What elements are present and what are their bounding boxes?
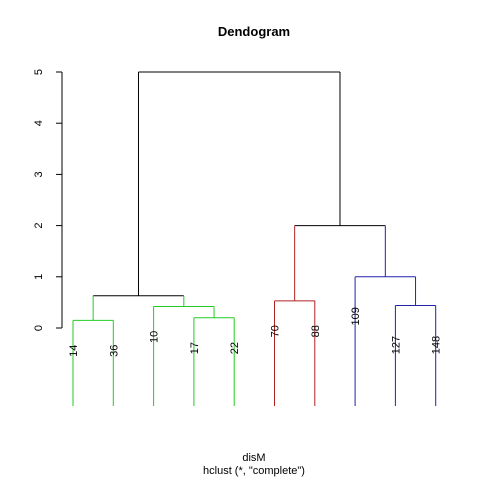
leaf-label: 127 bbox=[390, 336, 402, 354]
leaf-label: 36 bbox=[108, 345, 120, 357]
leaf-label: 17 bbox=[189, 342, 201, 354]
leaf-label: 14 bbox=[68, 345, 80, 357]
leaf-label: 109 bbox=[350, 307, 362, 325]
leaf-label: 22 bbox=[229, 342, 241, 354]
leaf-label: 10 bbox=[149, 331, 161, 343]
y-tick-label: 2 bbox=[33, 223, 45, 229]
y-tick-label: 0 bbox=[33, 325, 45, 331]
dendrogram-links bbox=[72, 71, 437, 406]
y-axis: 0 1 2 3 4 5 bbox=[33, 69, 63, 331]
y-tick-label: 3 bbox=[33, 171, 45, 177]
leaf-labels: 14 36 10 17 22 70 88 109 127 148 bbox=[68, 307, 443, 357]
leaf-label: 88 bbox=[310, 325, 322, 337]
y-tick-label: 1 bbox=[33, 274, 45, 280]
x-axis-label: disM bbox=[242, 452, 265, 464]
leaf-label: 70 bbox=[270, 325, 282, 337]
chart-subtitle: hclust (*, "complete") bbox=[203, 465, 305, 477]
leaf-label: 148 bbox=[431, 336, 443, 354]
chart-title: Dendogram bbox=[218, 24, 290, 39]
y-tick-label: 4 bbox=[33, 120, 45, 126]
y-tick-label: 5 bbox=[33, 69, 45, 75]
